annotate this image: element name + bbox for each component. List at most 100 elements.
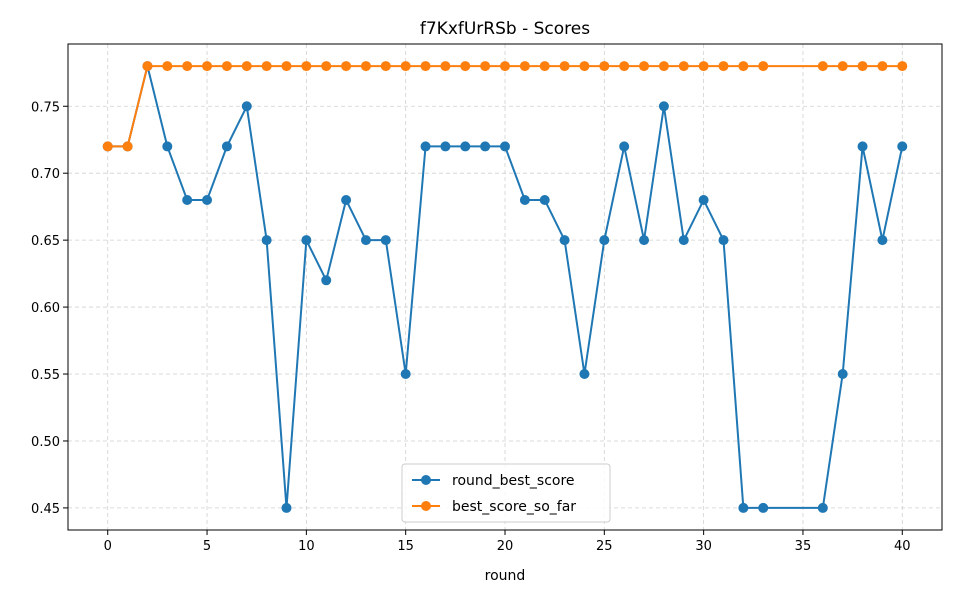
chart-title: f7KxfUrRSb - Scores: [420, 19, 590, 39]
data-point: [738, 61, 749, 72]
y-tick-label: 0.65: [31, 234, 60, 249]
data-point: [738, 502, 749, 513]
data-point: [837, 369, 848, 380]
data-point: [678, 61, 689, 72]
data-point: [658, 61, 669, 72]
data-point: [559, 61, 570, 72]
y-tick-label: 0.55: [31, 368, 60, 383]
y-tick-label: 0.75: [31, 100, 60, 115]
data-point: [360, 61, 371, 72]
legend-item: best_score_so_far: [412, 499, 576, 515]
data-point: [897, 61, 908, 72]
y-tick-label: 0.60: [31, 301, 60, 316]
data-point: [857, 141, 868, 152]
series-layer: [102, 61, 908, 513]
data-point: [678, 235, 689, 246]
data-point: [579, 369, 590, 380]
y-tick-label: 0.50: [31, 435, 60, 450]
data-point: [718, 235, 729, 246]
x-axis-label: round: [485, 568, 526, 584]
data-point: [460, 61, 471, 72]
data-point: [758, 502, 769, 513]
data-point: [102, 141, 113, 152]
data-point: [758, 61, 769, 72]
data-point: [480, 61, 491, 72]
data-point: [420, 61, 431, 72]
data-point: [400, 369, 411, 380]
x-tick-label: 15: [397, 539, 414, 554]
data-point: [440, 61, 451, 72]
data-point: [182, 61, 193, 72]
data-point: [241, 101, 252, 112]
legend: round_best_score best_score_so_far: [401, 463, 611, 523]
x-tick-label: 0: [104, 539, 112, 554]
legend-item: round_best_score: [412, 473, 575, 489]
x-tick-label: 20: [497, 539, 514, 554]
data-point: [221, 61, 232, 72]
data-point: [380, 61, 391, 72]
data-point: [321, 61, 332, 72]
data-point: [837, 61, 848, 72]
data-point: [877, 235, 888, 246]
data-point: [579, 61, 590, 72]
data-point: [599, 61, 610, 72]
data-point: [539, 194, 550, 205]
data-point: [897, 141, 908, 152]
data-point: [400, 61, 411, 72]
x-tick-label: 5: [203, 539, 211, 554]
data-point: [519, 61, 530, 72]
data-point: [281, 502, 292, 513]
data-point: [122, 141, 133, 152]
data-point: [599, 235, 610, 246]
data-point: [380, 235, 391, 246]
data-point: [440, 141, 451, 152]
data-point: [341, 61, 352, 72]
data-point: [202, 61, 213, 72]
data-point: [162, 61, 173, 72]
data-point: [202, 194, 213, 205]
x-tick-label: 35: [795, 539, 812, 554]
axis-ticks: 0 5 10 15 20 25 30 35 40 0.45 0.50 0.55 0.60 0.65 0.70…: [31, 100, 910, 554]
data-point: [857, 61, 868, 72]
legend-box: [401, 463, 611, 523]
data-point: [639, 61, 650, 72]
data-point: [460, 141, 471, 152]
data-point: [639, 235, 650, 246]
series-best-score-so-far: [102, 61, 908, 152]
data-point: [718, 61, 729, 72]
x-tick-label: 30: [695, 539, 712, 554]
data-point: [261, 61, 272, 72]
x-tick-label: 40: [894, 539, 911, 554]
data-point: [817, 61, 828, 72]
data-point: [877, 61, 888, 72]
legend-swatch-marker: [421, 501, 431, 511]
data-point: [360, 235, 371, 246]
data-point: [500, 141, 510, 152]
data-point: [559, 235, 570, 246]
data-point: [341, 194, 352, 205]
data-point: [142, 61, 153, 72]
data-point: [658, 101, 669, 112]
data-point: [817, 502, 828, 513]
y-tick-label: 0.70: [31, 167, 60, 182]
data-point: [241, 61, 252, 72]
data-point: [500, 61, 510, 72]
data-point: [619, 141, 630, 152]
data-point: [182, 194, 193, 205]
data-point: [301, 235, 312, 246]
legend-swatch-marker: [421, 475, 431, 485]
legend-label: best_score_so_far: [452, 499, 576, 515]
data-point: [698, 194, 709, 205]
data-point: [221, 141, 232, 152]
data-point: [698, 61, 709, 72]
data-point: [261, 235, 272, 246]
data-point: [539, 61, 550, 72]
data-point: [162, 141, 173, 152]
x-tick-label: 25: [596, 539, 613, 554]
data-point: [619, 61, 630, 72]
data-point: [480, 141, 491, 152]
data-point: [519, 194, 530, 205]
data-point: [321, 275, 332, 286]
y-tick-label: 0.45: [31, 502, 60, 517]
